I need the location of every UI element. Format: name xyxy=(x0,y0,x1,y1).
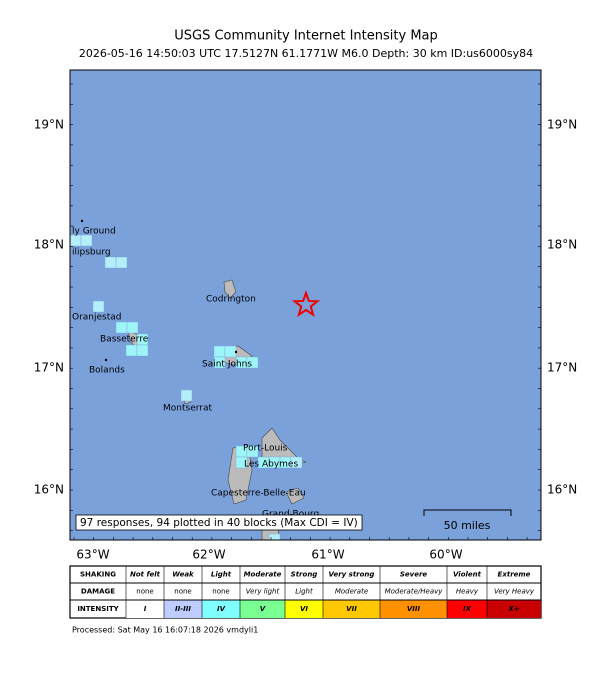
lat-label: 16°N xyxy=(547,483,577,497)
intensity-cell xyxy=(240,600,285,618)
intensity-cell xyxy=(487,600,541,618)
intensity-block xyxy=(80,234,93,247)
place-label: Montserrat xyxy=(163,404,212,414)
map-subtitle: 2026-05-16 14:50:03 UTC 17.5127N 61.1771… xyxy=(79,47,533,60)
legend-cell: I xyxy=(144,605,147,613)
intensity-cell xyxy=(164,600,202,618)
lat-label: 17°N xyxy=(34,361,64,375)
legend-cell: V xyxy=(260,605,266,613)
place-label: ilipsburg xyxy=(72,248,111,258)
lon-label: 60°W xyxy=(429,548,462,562)
legend-cell: VII xyxy=(346,605,357,613)
lat-label: 17°N xyxy=(547,361,577,375)
intensity-block xyxy=(125,344,138,357)
legend-cell: Severe xyxy=(400,571,428,579)
legend-cell: Light xyxy=(295,588,313,596)
intensity-block xyxy=(213,356,226,369)
legend-cell: Violent xyxy=(453,571,482,579)
lat-label: 16°N xyxy=(34,483,64,497)
map-frame xyxy=(69,69,542,541)
place-label: Oranjestad xyxy=(72,313,122,323)
place-dot xyxy=(104,358,108,362)
intensity-block xyxy=(235,456,248,469)
place-dot xyxy=(80,219,84,223)
intensity-block xyxy=(104,256,117,269)
epicenter xyxy=(291,290,321,318)
lon-label: 61°W xyxy=(311,548,344,562)
scale-bar xyxy=(423,509,512,516)
intensity-cell xyxy=(202,600,240,618)
legend-cell: IV xyxy=(217,605,226,613)
footer: Processed: Sat May 16 16:07:18 2026 vmdy… xyxy=(72,626,258,635)
legend-cell: Very Heavy xyxy=(494,588,535,596)
intensity-cell xyxy=(380,600,447,618)
island xyxy=(223,279,237,299)
legend-cell: Weak xyxy=(172,571,195,579)
intensity-block xyxy=(136,344,149,357)
intensity-cell xyxy=(447,600,487,618)
legend-cell: Moderate xyxy=(335,588,368,596)
place-label: Port-Louis xyxy=(243,444,288,454)
lat-label: 18°N xyxy=(34,238,64,252)
legend-cell: VI xyxy=(300,605,308,613)
intensity-cell xyxy=(323,600,380,618)
place-label: Bolands xyxy=(89,366,125,376)
lat-label: 19°N xyxy=(547,118,577,132)
place-label: ly Ground xyxy=(72,227,116,237)
intensity-block xyxy=(290,456,303,469)
place-label: Basseterre xyxy=(100,335,149,345)
legend-cell: Strong xyxy=(291,571,318,579)
summary: 97 responses, 94 plotted in 40 blocks (M… xyxy=(80,517,358,529)
intensity-block xyxy=(70,234,82,247)
legend-cell: Moderate/Heavy xyxy=(385,588,444,596)
legend-cell: none xyxy=(212,588,229,596)
legend-cell: Moderate xyxy=(244,571,282,579)
place-label: Grand-Bourg xyxy=(262,510,319,520)
summary-box xyxy=(75,514,363,531)
legend-row-label: INTENSITY xyxy=(77,605,119,613)
lon-label: 62°W xyxy=(192,548,225,562)
place-dot xyxy=(234,350,238,354)
intensity-cell xyxy=(285,600,323,618)
legend-cell: IX xyxy=(463,605,472,613)
legend-cell: Extreme xyxy=(498,571,531,579)
place-label: Codrington xyxy=(206,295,256,305)
legend-cell: Not felt xyxy=(130,571,161,579)
intensity-block xyxy=(115,321,128,334)
legend-cell: X+ xyxy=(507,605,519,613)
intensity-block xyxy=(92,300,105,313)
intensity-block xyxy=(246,445,259,458)
legend-cell: Heavy xyxy=(456,588,479,596)
ocean xyxy=(70,70,541,540)
intensity-block xyxy=(126,321,139,334)
scale-label: 50 miles xyxy=(444,519,491,532)
legend-cell: none xyxy=(136,588,153,596)
intensity-block xyxy=(180,389,193,402)
place-label: Capesterre-Belle-Eau xyxy=(211,489,306,499)
intensity-block xyxy=(115,256,128,269)
legend-cell: II-III xyxy=(175,605,191,613)
intensity-block xyxy=(213,345,226,358)
legend-row-label: SHAKING xyxy=(80,571,116,579)
legend-row-label: DAMAGE xyxy=(81,588,115,596)
legend-cell: Very light xyxy=(246,588,280,596)
legend-cell: Very strong xyxy=(329,571,375,579)
intensity-cell xyxy=(126,600,164,618)
lon-label: 63°W xyxy=(76,548,109,562)
intensity-block xyxy=(246,356,259,369)
intensity-block xyxy=(224,345,237,358)
map-title: USGS Community Internet Intensity Map xyxy=(174,29,438,44)
lat-label: 18°N xyxy=(547,238,577,252)
place-label: Saint Johns xyxy=(202,360,252,370)
legend-cell: none xyxy=(174,588,191,596)
lat-label: 19°N xyxy=(34,118,64,132)
legend-cell: Light xyxy=(211,571,232,579)
place-label: Les Abymes xyxy=(244,460,298,470)
map-layer: ly Ground ilipsburg Codrington Oranjestad Ba… xyxy=(70,219,319,540)
legend-cell: VIII xyxy=(407,605,421,613)
